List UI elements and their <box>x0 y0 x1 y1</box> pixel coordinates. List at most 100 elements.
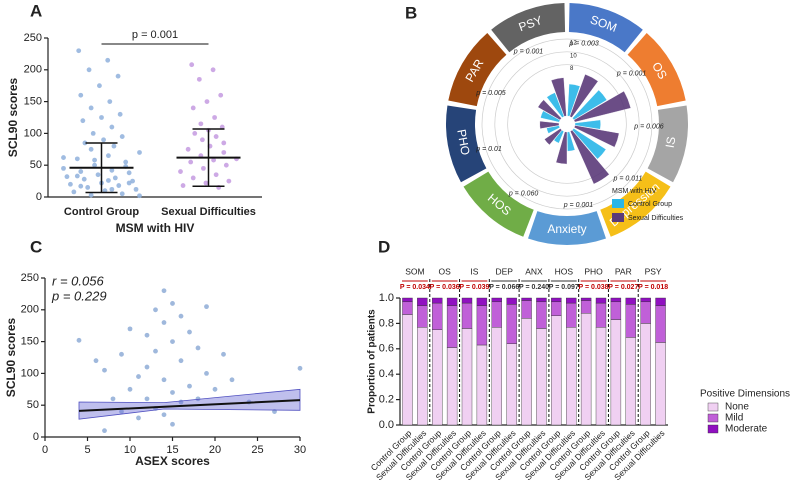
p-label: P = 0.018 <box>638 284 668 291</box>
data-point <box>213 134 219 139</box>
legend-label: Moderate <box>725 424 768 435</box>
data-point <box>61 155 66 160</box>
group-label: PSY <box>645 266 662 276</box>
y-tick-label: 0 <box>36 191 42 203</box>
data-point <box>161 377 167 383</box>
data-point <box>226 178 232 184</box>
group-label: HOS <box>555 266 574 276</box>
x-tick-label: 25 <box>251 444 263 456</box>
radial-bar <box>544 128 563 146</box>
data-point <box>99 115 104 120</box>
x-tick-label: 10 <box>124 444 136 456</box>
data-point <box>144 364 150 370</box>
y-tick-label: 50 <box>27 399 39 411</box>
p-label: p = 0.011 <box>613 176 643 183</box>
data-point <box>123 159 129 165</box>
data-point <box>137 193 142 199</box>
y-tick-label: 200 <box>24 64 42 76</box>
data-point <box>187 329 192 335</box>
y-tick-label: 0 <box>33 431 39 443</box>
bar-segment <box>417 305 428 328</box>
data-point <box>92 157 97 163</box>
data-point <box>116 183 122 188</box>
bar-segment <box>655 342 666 426</box>
radial-bar <box>573 90 632 123</box>
radial-bar <box>550 77 567 117</box>
data-point <box>190 105 196 111</box>
x-tick-label: 20 <box>209 444 221 456</box>
grid-circle <box>481 38 653 210</box>
legend-swatch <box>707 413 719 423</box>
bar-segment <box>580 297 592 301</box>
data-point <box>92 162 97 168</box>
legend-swatch <box>707 402 719 412</box>
bar-segment <box>566 327 577 426</box>
legend-swatch <box>707 424 719 434</box>
data-point <box>71 189 77 195</box>
data-point <box>221 150 227 155</box>
data-point <box>190 175 196 181</box>
data-point <box>153 348 158 354</box>
y-tick-label: 0.0 <box>379 419 394 431</box>
bar-segment <box>461 328 473 426</box>
data-point <box>117 111 123 117</box>
data-point <box>93 358 99 364</box>
data-point <box>88 105 94 111</box>
data-point <box>221 351 226 357</box>
radial-bar <box>537 99 562 121</box>
bar-segment <box>506 304 517 344</box>
ring-label: IS <box>663 135 679 149</box>
y-tick-label: 150 <box>24 96 42 108</box>
data-point <box>102 428 107 434</box>
bar-segment <box>625 337 636 426</box>
grid-circle <box>507 64 627 184</box>
bar-segment <box>402 297 413 303</box>
p-label: P = 0.240 <box>519 284 549 291</box>
r-tick-label: 10 <box>570 53 577 59</box>
bar-segment <box>551 315 562 426</box>
bar-segment <box>640 297 651 303</box>
p-label: p = 0.001 <box>513 48 543 55</box>
bar-segment <box>625 304 636 338</box>
y-tick-label: 50 <box>30 159 42 171</box>
data-point <box>76 337 82 343</box>
x-tick-label: 0 <box>42 444 48 456</box>
data-point <box>198 121 204 127</box>
p-label: P = 0.038 <box>579 284 609 291</box>
y-tick-label: 150 <box>21 336 39 348</box>
data-point <box>195 345 201 351</box>
data-point <box>218 92 224 98</box>
data-point <box>109 167 115 173</box>
data-point <box>192 131 198 136</box>
ring-label: PHO <box>454 128 472 156</box>
data-point <box>297 365 303 371</box>
data-point <box>137 150 142 155</box>
legend-swatch <box>612 199 624 208</box>
data-point <box>109 186 115 192</box>
data-point <box>204 304 209 310</box>
data-point <box>109 124 115 130</box>
bar-segment <box>446 347 458 426</box>
data-point <box>127 386 133 392</box>
bar-segment <box>446 305 458 348</box>
panel-letter: B <box>405 3 417 22</box>
bar-segment <box>417 297 428 306</box>
data-point <box>136 415 141 421</box>
data-point <box>180 183 186 188</box>
y-tick-label: 0.6 <box>379 343 394 355</box>
p-label: P = 0.039 <box>459 284 489 291</box>
data-point <box>144 396 150 402</box>
bar-segment <box>402 301 413 315</box>
panel-letter: C <box>30 237 42 256</box>
data-point <box>144 332 150 338</box>
data-point <box>185 146 191 152</box>
bar-segment <box>506 343 517 426</box>
y-tick-label: 250 <box>21 272 39 284</box>
stat-annotation: r = 0.056 <box>52 273 104 288</box>
p-label: p = 0.003 <box>568 41 598 48</box>
data-point <box>178 169 183 174</box>
y-tick-label: 1.0 <box>379 292 394 304</box>
data-point <box>136 374 141 379</box>
bar-segment <box>655 297 666 306</box>
data-point <box>61 165 66 171</box>
